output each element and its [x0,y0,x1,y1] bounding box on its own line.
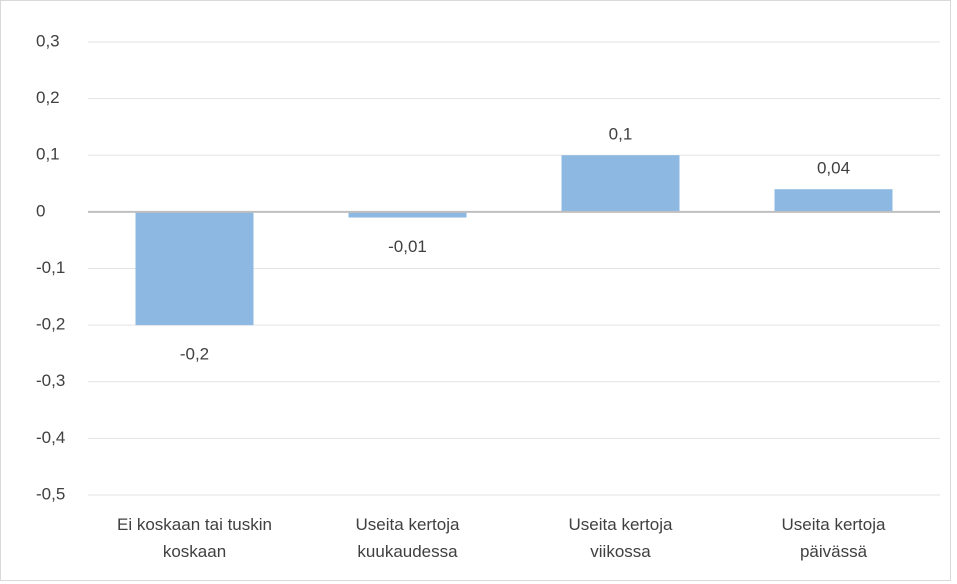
y-tick-label: -0,4 [36,428,65,447]
data-label: -0,01 [388,237,427,256]
x-tick-label: Ei koskaan tai tuskin koskaan [117,515,272,561]
y-tick-label: 0,2 [36,88,60,107]
data-label: 0,1 [609,125,633,144]
data-label: -0,2 [180,345,209,364]
x-tick-label: Useita kertoja viikossa [569,515,673,561]
y-tick-label: 0,3 [36,31,60,50]
y-tick-label: 0,1 [36,145,60,164]
y-tick-label: -0,1 [36,258,65,277]
y-tick-label: -0,5 [36,484,65,503]
data-label: 0,04 [817,159,850,178]
x-tick-label: Useita kertoja päivässä [782,515,886,561]
bar [135,211,254,326]
y-tick-label: 0 [36,201,45,220]
y-tick-label: -0,2 [36,315,65,334]
bar [561,155,680,212]
x-tick-label: Useita kertoja kuukaudessa [356,515,460,561]
y-tick-label: -0,3 [36,371,65,390]
bar [348,211,467,218]
bar [774,189,893,212]
